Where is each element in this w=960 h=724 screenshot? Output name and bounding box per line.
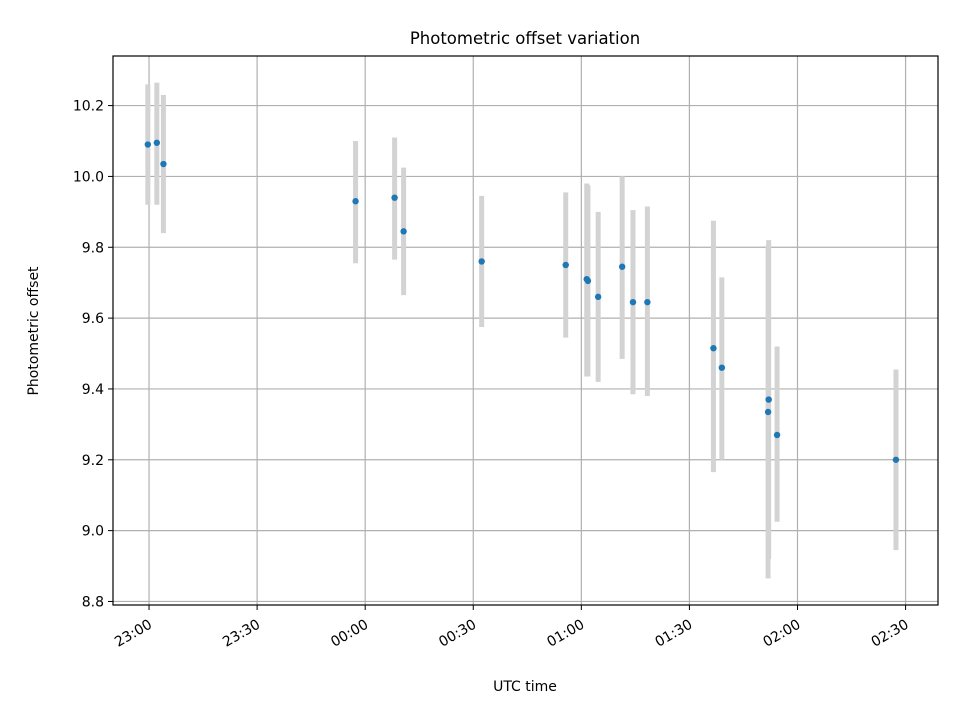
- data-point: [352, 198, 359, 205]
- tick-layer: 23:00 23:30 00:00 00:30 01:00 01:30 02:00 02:30…: [73, 99, 912, 651]
- data-point: [765, 396, 772, 403]
- data-point: [764, 408, 772, 416]
- y-tick-label: 9.6: [82, 311, 104, 327]
- y-tick-label: 9.2: [82, 453, 104, 469]
- y-tick-label: 9.0: [82, 524, 104, 540]
- y-tick-label: 10.0: [73, 169, 104, 185]
- data-point: [892, 456, 900, 463]
- data-point: [153, 139, 161, 146]
- data-point: [594, 293, 602, 301]
- x-tick-label: 01:30: [652, 617, 695, 651]
- data-point: [144, 141, 152, 148]
- data-point: [629, 298, 637, 306]
- y-tick-label: 9.8: [82, 240, 104, 256]
- data-point: [584, 277, 592, 285]
- y-tick-label: 10.2: [73, 99, 104, 115]
- data-point: [391, 194, 398, 201]
- chart-title: Photometric offset variation: [410, 29, 640, 48]
- x-tick-label: 23:00: [112, 617, 155, 651]
- data-point: [710, 345, 717, 352]
- data-point: [644, 298, 651, 306]
- y-tick-label: 9.4: [82, 382, 104, 398]
- x-tick-label: 23:30: [220, 617, 263, 651]
- x-tick-label: 00:30: [436, 617, 479, 651]
- errorbar-layer: [145, 82, 899, 579]
- data-point: [562, 261, 569, 269]
- data-point: [718, 364, 726, 371]
- x-tick-label: 00:00: [328, 617, 371, 651]
- plot-frame: [112, 55, 939, 606]
- data-point: [160, 160, 167, 168]
- x-tick-label: 01:00: [544, 617, 587, 651]
- data-point: [400, 228, 407, 235]
- x-tick-label: 02:30: [869, 617, 912, 651]
- y-axis-label: Photometric offset: [26, 266, 42, 396]
- x-tick-label: 02:00: [761, 617, 804, 651]
- x-axis-label: UTC time: [493, 679, 557, 695]
- data-point: [773, 431, 781, 439]
- data-point: [478, 258, 485, 265]
- point-layer: [144, 139, 900, 463]
- grid-layer: [113, 56, 938, 605]
- y-tick-label: 8.8: [82, 594, 104, 610]
- data-point: [618, 263, 626, 270]
